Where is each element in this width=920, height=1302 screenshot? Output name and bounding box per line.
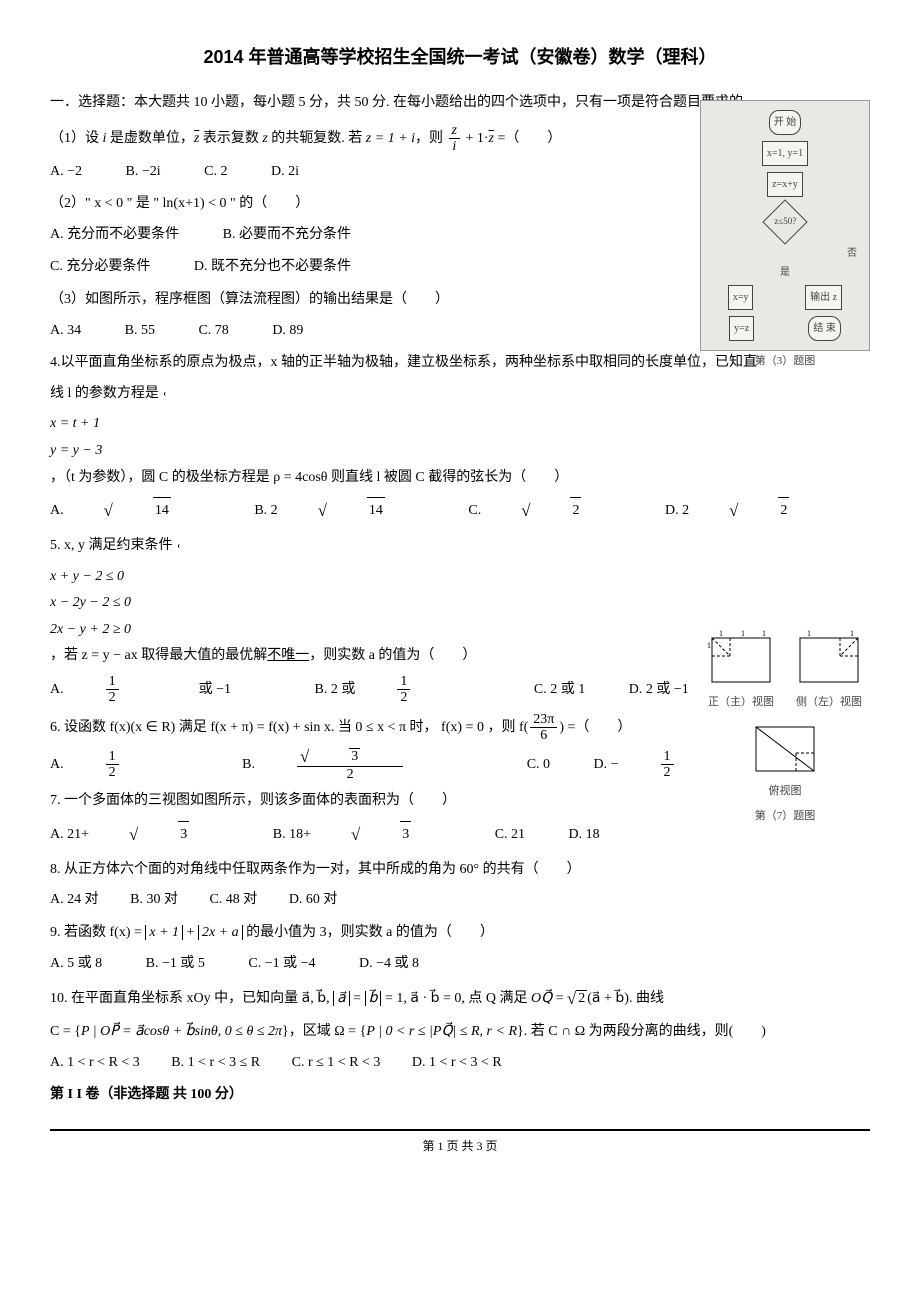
q8-options: A. 24 对 B. 30 对 C. 48 对 D. 60 对 (50, 887, 870, 914)
q5-stem: 5. x, y 满足约束条件 (50, 533, 870, 560)
q1-opt-c: C. 2 (204, 159, 227, 186)
q3-figure-caption: 第（3）题图 (700, 351, 870, 372)
page-footer: 第 1 页 共 3 页 (50, 1129, 870, 1158)
q4-opt-d: D. 2√2 (665, 495, 829, 527)
q4-opt-a: A. √14 (50, 495, 211, 527)
q7-figure: 1 1 1 1 正（主）视图 1 1 侧（左）视图 (700, 630, 870, 827)
q10-opt-a: A. 1 < r < R < 3 (50, 1050, 140, 1077)
flow-start: 开 始 (769, 110, 802, 135)
svg-text:1: 1 (741, 630, 745, 638)
q8-stem: 8. 从正方体六个面的对角线中任取两条作为一对，其中所成的角为 60° 的共有（… (50, 857, 870, 884)
flow-out: 输出 z (805, 285, 842, 310)
flow-cond: z≤50? (762, 200, 807, 245)
q3-figure: 开 始 x=1, y=1 z=x+y z≤50? 否 是 x=y 输出 z y=… (700, 100, 870, 372)
q10-stem-2: C = {P | OP⃗ = a⃗cosθ + b⃗sinθ, 0 ≤ θ ≤ … (50, 1019, 870, 1046)
q6-opt-c: C. 0 (527, 752, 550, 779)
flow-no-label: 否 (705, 244, 865, 263)
q10-opt-d: D. 1 < r < 3 < R (412, 1050, 502, 1077)
q2-opt-a: A. 充分而不必要条件 (50, 222, 179, 249)
flow-yes-label: 是 (705, 263, 865, 282)
q10-opt-c: C. r ≤ 1 < R < 3 (292, 1050, 381, 1077)
flow-init: x=1, y=1 (762, 141, 808, 166)
q8-opt-a: A. 24 对 (50, 887, 99, 914)
q4-opt-b: B. 2√14 (254, 495, 425, 527)
q3-opt-d: D. 89 (272, 318, 303, 345)
page-title: 2014 年普通高等学校招生全国统一考试（安徽卷）数学（理科） (50, 40, 870, 74)
q9-opt-d: D. −4 或 8 (359, 951, 419, 978)
q3-opt-c: C. 78 (198, 318, 228, 345)
q2-opt-b: B. 必要而不充分条件 (223, 222, 351, 249)
q8-opt-c: C. 48 对 (209, 887, 257, 914)
q10-stem-1: 10. 在平面直角坐标系 xOy 中，已知向量 a⃗, b⃗, a⃗ = b⃗ … (50, 983, 870, 1015)
q1-opt-d: D. 2i (271, 159, 299, 186)
q5-opt-b: B. 2 或 12 (315, 674, 491, 706)
q5-opt-c: C. 2 或 1 (534, 677, 585, 704)
q4-options: A. √14 B. 2√14 C. √2 D. 2√2 (50, 495, 870, 527)
q4-system (164, 392, 171, 396)
q7-opt-a: A. 21+√3 (50, 819, 229, 851)
flow-yz: y=z (729, 316, 754, 341)
svg-text:1: 1 (719, 630, 723, 638)
svg-text:1: 1 (850, 630, 854, 638)
svg-text:1: 1 (707, 641, 711, 650)
q5-system (178, 544, 185, 548)
q4-stem-2: 线 l 的参数方程是 (50, 381, 870, 408)
q7-opt-b: B. 18+√3 (273, 819, 451, 851)
flow-end: 结 束 (808, 316, 841, 341)
side-view: 1 1 侧（左）视图 (788, 630, 870, 713)
flow-assign: z=x+y (767, 172, 803, 197)
q7-opt-c: C. 21 (495, 822, 525, 849)
q2-opt-d: D. 既不充分也不必要条件 (194, 254, 351, 281)
front-view: 1 1 1 1 正（主）视图 (700, 630, 782, 713)
q6-opt-b: B. √32 (242, 748, 483, 783)
flowchart: 开 始 x=1, y=1 z=x+y z≤50? 否 是 x=y 输出 z y=… (700, 100, 870, 351)
q10-opt-b: B. 1 < r < 3 ≤ R (171, 1050, 260, 1077)
q3-opt-b: B. 55 (125, 318, 155, 345)
q6-opt-a: A. 12 (50, 749, 199, 781)
q9-options: A. 5 或 8 B. −1 或 5 C. −1 或 −4 D. −4 或 8 (50, 951, 870, 978)
q8-opt-d: D. 60 对 (289, 887, 338, 914)
q7-opt-d: D. 18 (569, 822, 600, 849)
q3-opt-a: A. 34 (50, 318, 81, 345)
q9-opt-a: A. 5 或 8 (50, 951, 102, 978)
q2-opt-c: C. 充分必要条件 (50, 254, 150, 281)
top-view: 俯视图 (700, 719, 870, 802)
q5-opt-d: D. 2 或 −1 (629, 677, 689, 704)
svg-text:1: 1 (762, 630, 766, 638)
q9-opt-b: B. −1 或 5 (146, 951, 205, 978)
q1-opt-b: B. −2i (126, 159, 161, 186)
svg-text:1: 1 (807, 630, 811, 638)
q9-opt-c: C. −1 或 −4 (248, 951, 315, 978)
flow-xy: x=y (728, 285, 754, 310)
q5-opt-a: A. 12 或 −1 (50, 674, 271, 706)
q9-stem: 9. 若函数 f(x) = x + 1 + 2x + a 的最小值为 3，则实数… (50, 920, 870, 947)
q7-figure-caption: 第（7）题图 (700, 806, 870, 827)
content-area: 开 始 x=1, y=1 z=x+y z≤50? 否 是 x=y 输出 z y=… (50, 90, 870, 1109)
q1-opt-a: A. −2 (50, 159, 82, 186)
q10-options: A. 1 < r < R < 3 B. 1 < r < 3 ≤ R C. r ≤… (50, 1050, 870, 1077)
section2-heading: 第 I I 卷（非选择题 共 100 分） (50, 1082, 870, 1109)
q4-opt-c: C. √2 (468, 495, 621, 527)
q8-opt-b: B. 30 对 (130, 887, 178, 914)
